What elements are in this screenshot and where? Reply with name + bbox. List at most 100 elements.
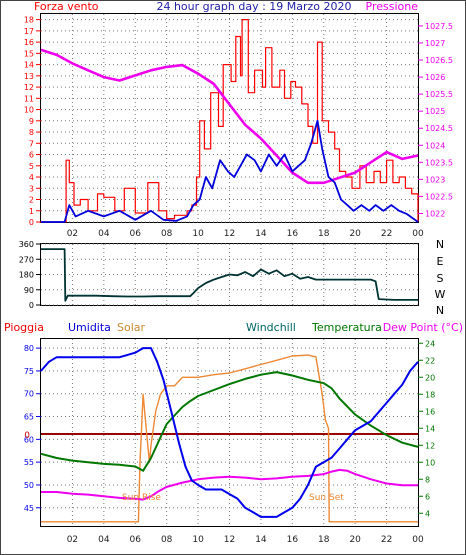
wind-speed-tick-2: 2: [29, 196, 34, 205]
climate-time-tick-7: 16: [287, 535, 299, 545]
climate-time-tick-6: 14: [255, 535, 267, 545]
wind-speed-tick-5: 5: [29, 162, 34, 171]
wind-speed-tick-1: 1: [29, 207, 34, 216]
temperature-tick-7: 18: [425, 390, 435, 399]
wind-time-tick-11: 00: [412, 229, 424, 239]
humidity-line: [40, 347, 419, 518]
humidity-tick-3: 60: [24, 435, 34, 444]
humidity-tick-4: 65: [24, 413, 34, 422]
rain-label: Pioggia: [4, 321, 44, 334]
wind-direction-series: [41, 248, 418, 302]
climate-time-tick-3: 08: [161, 535, 173, 545]
pressure-tick-2: 1023: [425, 175, 445, 184]
wind-speed-tick-11: 11: [24, 94, 34, 103]
temperature-tick-1: 6: [425, 492, 430, 501]
pressure-tick-6: 1025: [425, 107, 445, 116]
solar-line: [41, 354, 418, 523]
direction-tick-0: 0: [29, 301, 34, 310]
temperature-tick-10: 24: [425, 339, 435, 348]
sunrise-label: Sun Rise: [122, 493, 161, 503]
wind-time-tick-5: 12: [224, 229, 235, 239]
temperature-tick-9: 22: [425, 356, 435, 365]
climate-time-axis: 02 04 06 08 10 12 14 16 18 20 22 00: [67, 535, 424, 545]
humidity-temperature-series: [40, 347, 419, 523]
humidity-label: Umidita: [68, 321, 111, 334]
humidity-tick-2: 55: [24, 458, 34, 467]
direction-tick-4: 360: [19, 240, 34, 249]
wind-pressure-grid: [41, 14, 418, 223]
temperature-tick-4: 12: [425, 441, 435, 450]
temperature-tick-0: 4: [425, 509, 430, 518]
wind-time-tick-10: 22: [381, 229, 392, 239]
wind-direction-axis: 0 90 180 270 360: [19, 240, 41, 310]
pressure-axis: 1022 1022.5 1023 1023.5 1024 1024.5 1025 1025.5…: [418, 22, 453, 218]
climate-time-tick-0: 02: [67, 535, 78, 545]
windchill-label: Windchill: [246, 321, 296, 334]
dewpoint-line: [41, 468, 418, 501]
wind-gust-line: [41, 19, 419, 223]
wind-time-tick-4: 10: [192, 229, 204, 239]
compass-1: E: [437, 255, 444, 268]
climate-time-tick-1: 04: [98, 535, 110, 545]
direction-tick-1: 90: [24, 286, 34, 295]
wind-speed-tick-0: 0: [29, 218, 34, 227]
wind-time-tick-3: 08: [161, 229, 173, 239]
humidity-tick-1: 50: [24, 481, 34, 490]
wind-time-tick-7: 16: [287, 229, 299, 239]
humidity-axis: 45 50 55 60 65 70 75 80: [24, 344, 41, 513]
wind-speed-tick-3: 3: [29, 184, 34, 193]
pressure-tick-8: 1026: [425, 73, 445, 82]
wind-speed-tick-18: 18: [24, 16, 34, 25]
wind-speed-tick-13: 13: [24, 72, 34, 81]
temperature-tick-3: 10: [425, 458, 435, 467]
pressure-tick-1: 1022.5: [425, 192, 453, 201]
temperature-tick-5: 14: [425, 424, 435, 433]
compass-4: N: [436, 304, 444, 317]
wind-direction-line: [41, 248, 418, 302]
wind-time-tick-8: 18: [318, 229, 330, 239]
wind-time-tick-1: 04: [98, 229, 110, 239]
pressure-tick-7: 1025.5: [425, 90, 453, 99]
compass-0: N: [436, 238, 444, 251]
wind-time-tick-6: 14: [255, 229, 267, 239]
pressure-tick-9: 1026.5: [425, 56, 453, 65]
climate-time-tick-4: 10: [192, 535, 204, 545]
wind-speed-tick-17: 17: [24, 27, 34, 36]
solar-label: Solar: [117, 321, 146, 334]
wind-speed-tick-4: 4: [29, 173, 34, 182]
temperature-line: [40, 371, 419, 472]
climate-time-tick-8: 18: [318, 535, 330, 545]
climate-time-tick-9: 20: [349, 535, 361, 545]
humidity-tick-7: 80: [24, 344, 34, 353]
climate-time-tick-10: 22: [381, 535, 392, 545]
wind-speed-label: Forza vento: [34, 0, 99, 13]
wind-time-tick-9: 20: [349, 229, 361, 239]
wind-average-line: [41, 119, 419, 223]
humidity-temperature-panel: [40, 338, 419, 527]
temperature-tick-6: 16: [425, 407, 435, 416]
wind-speed-tick-10: 10: [24, 106, 34, 115]
wind-speed-tick-7: 7: [29, 139, 34, 148]
pressure-tick-4: 1024: [425, 141, 445, 150]
pressure-tick-5: 1024.5: [425, 124, 453, 133]
dewpoint-label: Dew Point (°C): [383, 321, 463, 334]
pressure-tick-11: 1027.5: [425, 22, 453, 31]
pressure-label: Pressione: [366, 0, 419, 13]
temperature-axis: 4 6 8 10 12 14 16 18 20 22 24: [418, 339, 435, 518]
wind-speed-tick-15: 15: [24, 49, 34, 58]
wind-time-tick-0: 02: [67, 229, 78, 239]
humidity-tick-0: 45: [24, 504, 34, 513]
temperature-tick-2: 8: [425, 475, 430, 484]
direction-tick-2: 180: [19, 271, 34, 280]
rain-zero-label: 0: [24, 431, 30, 441]
temperature-label: Temperatura: [311, 321, 382, 334]
sunset-label: Sun Set: [309, 493, 344, 503]
compass-3: W: [435, 288, 446, 301]
wind-pressure-series: [40, 19, 419, 223]
humidity-tick-6: 75: [24, 367, 34, 376]
pressure-line: [40, 48, 419, 185]
